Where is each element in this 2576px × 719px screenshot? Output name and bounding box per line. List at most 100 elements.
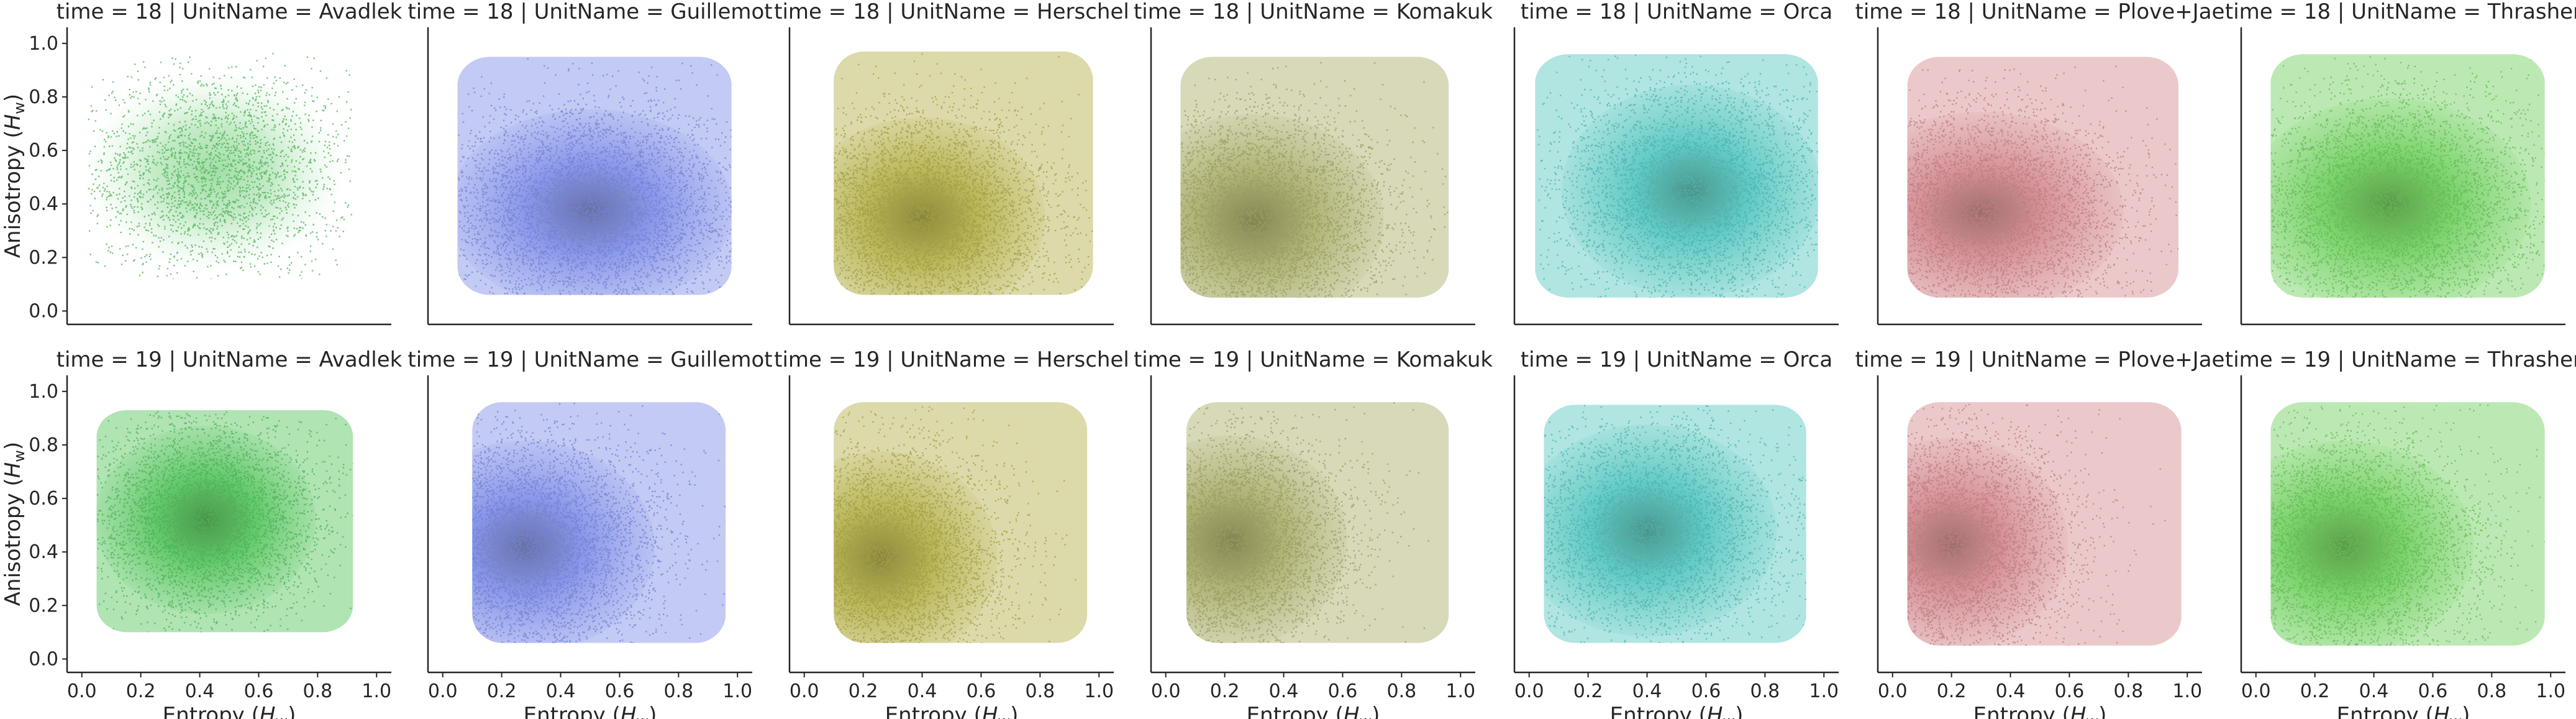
x-tick-label: 0.6 bbox=[967, 680, 996, 702]
facet-title: time = 19 | UnitName = Avadlek bbox=[57, 347, 403, 372]
x-tick-label: 1.0 bbox=[1084, 680, 1114, 702]
x-tick-label: 0.8 bbox=[664, 680, 694, 702]
x-tick-label: 0.6 bbox=[244, 680, 274, 702]
x-tick-label: 0.4 bbox=[2359, 680, 2389, 702]
facet-title: time = 19 | UnitName = Thrasher bbox=[2225, 347, 2576, 372]
y-axis-label: Anisotropy (Hw) bbox=[1, 442, 28, 606]
scatter-points bbox=[834, 53, 1093, 295]
density-core bbox=[2270, 98, 2531, 298]
x-tick-label: 0.0 bbox=[1151, 680, 1181, 702]
scatter-points bbox=[2270, 56, 2545, 298]
x-tick-label: 0.8 bbox=[1387, 680, 1417, 702]
y-tick-label: 0.0 bbox=[29, 648, 58, 670]
facet-18-plove-jae: time = 18 | UnitName = Plove+Jae bbox=[1855, 0, 2225, 326]
x-tick-label: 0.8 bbox=[303, 680, 333, 702]
y-tick-label: 0.8 bbox=[29, 434, 58, 456]
x-tick-label: 0.2 bbox=[487, 680, 517, 702]
x-axis-label: Entropy (Hw) bbox=[1247, 703, 1380, 719]
x-axis-label: Entropy (Hw) bbox=[2337, 703, 2470, 719]
y-tick-label: 0.2 bbox=[29, 247, 58, 268]
facet-19-guillemot: time = 19 | UnitName = Guillemot 0.0 0.2 0.… bbox=[407, 347, 772, 719]
scatter-points bbox=[458, 58, 732, 295]
facet-19-plove-jae: time = 19 | UnitName = Plove+Jae 0.0 0.2 0.… bbox=[1855, 347, 2225, 719]
facet-title: time = 18 | UnitName = Plove+Jae bbox=[1855, 0, 2225, 24]
x-tick-label: 0.4 bbox=[546, 680, 576, 702]
scatter-points bbox=[1907, 403, 2166, 646]
x-tick-label: 0.0 bbox=[428, 680, 458, 702]
x-tick-label: 0.4 bbox=[1996, 680, 2026, 702]
x-tick-label: 0.4 bbox=[185, 680, 215, 702]
scatter-points bbox=[2270, 404, 2545, 646]
x-tick-label: 0.0 bbox=[1514, 680, 1544, 702]
scatter-points bbox=[834, 406, 1076, 643]
x-tick-label: 1.0 bbox=[2536, 680, 2565, 702]
density-core bbox=[1186, 435, 1348, 643]
facet-title: time = 18 | UnitName = Orca bbox=[1521, 0, 1832, 24]
x-tick-label: 1.0 bbox=[2172, 680, 2202, 702]
facet-19-komakuk: time = 19 | UnitName = Komakuk 0.0 0.2 0.4 0… bbox=[1134, 347, 1493, 719]
facet-18-herschel: time = 18 | UnitName = Herschel bbox=[774, 0, 1129, 326]
x-axis-label: Entropy (Hw) bbox=[885, 703, 1019, 719]
scatter-points bbox=[472, 403, 726, 643]
x-tick-label: 0.6 bbox=[1328, 680, 1358, 702]
x-axis-label: Entropy (Hw) bbox=[524, 703, 657, 719]
facet-title: time = 19 | UnitName = Guillemot bbox=[407, 347, 772, 372]
x-tick-label: 0.4 bbox=[1269, 680, 1299, 702]
facet-title: time = 19 | UnitName = Plove+Jae bbox=[1855, 347, 2225, 372]
facet-19-avadlek: time = 19 | UnitName = Avadlek 0.0 0.2 0.4 0… bbox=[1, 347, 403, 719]
facet-18-guillemot: time = 18 | UnitName = Guillemot bbox=[407, 0, 773, 326]
facet-title: time = 18 | UnitName = Komakuk bbox=[1134, 0, 1493, 24]
facet-title: time = 18 | UnitName = Herschel bbox=[774, 0, 1129, 24]
facet-19-orca: time = 19 | UnitName = Orca 0.0 0.2 0.4 0.6 0… bbox=[1513, 347, 1839, 719]
y-tick-label: 0.4 bbox=[29, 541, 58, 563]
x-tick-label: 0.4 bbox=[908, 680, 937, 702]
scatter-points bbox=[1180, 62, 1449, 298]
x-tick-label: 0.8 bbox=[2114, 680, 2144, 702]
x-axis-label: Entropy (Hw) bbox=[1610, 703, 1744, 719]
facet-19-thrasher: time = 19 | UnitName = Thrasher 0.0 0.2 0.4… bbox=[2225, 347, 2576, 719]
x-tick-label: 0.2 bbox=[126, 680, 156, 702]
scatter-points bbox=[1544, 405, 1806, 643]
x-tick-label: 0.0 bbox=[67, 680, 97, 702]
facet-19-herschel: time = 19 | UnitName = Herschel 0.0 0.2 0.4… bbox=[774, 347, 1129, 719]
x-tick-label: 0.6 bbox=[1691, 680, 1721, 702]
scatter-points bbox=[96, 411, 353, 633]
y-tick-label: 0.8 bbox=[29, 86, 58, 108]
x-tick-label: 0.6 bbox=[2055, 680, 2085, 702]
facet-title: time = 19 | UnitName = Herschel bbox=[774, 347, 1129, 372]
x-axis-label: Entropy (Hw) bbox=[1973, 703, 2107, 719]
x-tick-label: 1.0 bbox=[722, 680, 752, 702]
density-core bbox=[1180, 114, 1384, 298]
y-tick-label: 0.2 bbox=[29, 595, 58, 616]
x-tick-label: 0.2 bbox=[1937, 680, 1967, 702]
x-tick-label: 0.0 bbox=[790, 680, 819, 702]
x-tick-label: 0.0 bbox=[2241, 680, 2271, 702]
y-tick-label: 1.0 bbox=[29, 381, 58, 403]
y-axis-label: Anisotropy (Hw) bbox=[1, 94, 28, 258]
y-tick-label: 0.6 bbox=[29, 488, 58, 510]
x-axis-label: Entropy (Hw) bbox=[163, 703, 296, 719]
facet-title: time = 19 | UnitName = Komakuk bbox=[1134, 347, 1493, 372]
x-tick-label: 1.0 bbox=[1809, 680, 1839, 702]
x-tick-label: 0.6 bbox=[2418, 680, 2448, 702]
density-core bbox=[1907, 112, 2124, 298]
y-tick-label: 0.4 bbox=[29, 193, 58, 215]
y-tick-label: 1.0 bbox=[29, 33, 58, 55]
facet-18-komakuk: time = 18 | UnitName = Komakuk bbox=[1134, 0, 1493, 326]
x-tick-label: 0.2 bbox=[1210, 680, 1240, 702]
facet-18-orca: time = 18 | UnitName = Orca bbox=[1513, 0, 1839, 326]
y-tick-label: 0.0 bbox=[29, 300, 58, 322]
density-core bbox=[1907, 437, 2069, 646]
x-tick-label: 1.0 bbox=[1445, 680, 1475, 702]
x-tick-label: 0.8 bbox=[2477, 680, 2507, 702]
facet-18-avadlek: time = 18 | UnitName = Avadlek 0.0 0.2 0.4 0… bbox=[1, 0, 403, 326]
x-tick-label: 0.4 bbox=[1632, 680, 1662, 702]
x-tick-label: 0.8 bbox=[1026, 680, 1055, 702]
y-tick-label: 0.6 bbox=[29, 140, 58, 162]
x-tick-label: 0.2 bbox=[849, 680, 878, 702]
x-tick-label: 1.0 bbox=[362, 680, 391, 702]
facet-title: time = 18 | UnitName = Guillemot bbox=[407, 0, 772, 24]
x-tick-label: 0.8 bbox=[1750, 680, 1780, 702]
density-core bbox=[1544, 424, 1777, 637]
